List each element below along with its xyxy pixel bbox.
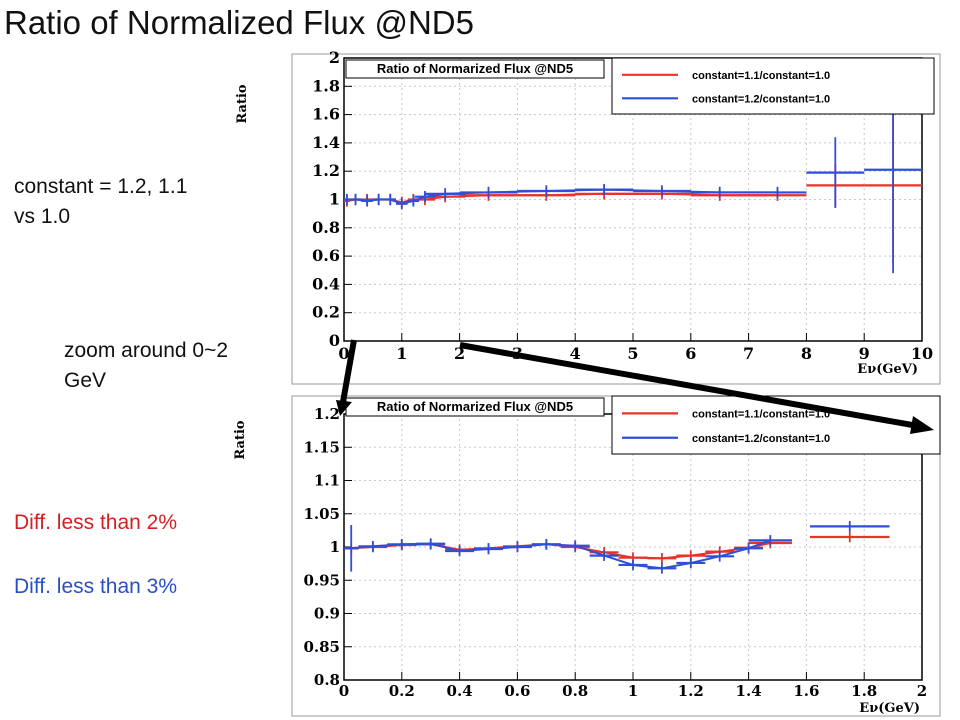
x-tick-label: 5 <box>627 344 638 363</box>
note-constant-line2: vs 1.0 <box>14 205 71 228</box>
series-2 <box>344 521 890 574</box>
zoom-arrow-left <box>340 339 357 403</box>
y-tick-label: 0.95 <box>303 571 340 589</box>
y-tick-label: 0.2 <box>312 303 340 322</box>
y-tick-label: 1.6 <box>312 105 340 124</box>
y-tick-label: 0 <box>329 331 340 350</box>
x-tick-label: 2 <box>917 682 927 700</box>
y-tick-label: 0.9 <box>314 605 340 623</box>
y-tick-label: 1.2 <box>314 405 340 423</box>
note-constant-line1: constant = 1.2, 1.1 <box>14 175 188 198</box>
legend-label: constant=1.1/constant=1.0 <box>692 70 830 82</box>
chart-panel-2: 0 0.2 0.4 0.6 0.8 1 1.2 1.4 1.6 1.8 2 0.8 0.85 0.9 0.9… <box>233 395 941 717</box>
x-tick-label: 2 <box>454 344 465 363</box>
x-tick-label: 1.6 <box>793 682 819 700</box>
x-tick-label: 1 <box>396 344 407 363</box>
slide-title: Ratio of Normalized Flux @ND5 <box>4 4 474 41</box>
legend-box <box>611 395 941 455</box>
y-tick-label: 1.2 <box>312 161 340 180</box>
x-tick-label: 1.2 <box>678 682 704 700</box>
legend-label: constant=1.2/constant=1.0 <box>692 93 830 105</box>
y-tick-label: 1.1 <box>314 472 340 490</box>
y-tick-label: 1.4 <box>312 133 340 152</box>
x-axis-label: Eν(GeV) <box>859 701 920 716</box>
x-tick-label: 0.4 <box>447 682 473 700</box>
x-tick-label: 1.8 <box>851 682 877 700</box>
x-tick-label: 4 <box>570 344 581 363</box>
x-tick-label: 0.8 <box>562 682 588 700</box>
x-tick-label: 0.2 <box>389 682 415 700</box>
y-tick-label: 1 <box>329 190 340 209</box>
x-tick-label: 0 <box>338 344 349 363</box>
x-tick-label: 9 <box>859 344 870 363</box>
chart-panel-1: 01234567891000.20.40.60.811.21.41.61.82R… <box>235 48 941 385</box>
zoom-arrow-left-head <box>336 400 352 416</box>
y-tick-label: 1 <box>330 538 340 556</box>
note-zoom-line2: GeV <box>64 369 107 392</box>
chart-title-box <box>345 59 605 79</box>
series-2 <box>344 66 922 274</box>
x-axis-label: Eν(GeV) <box>857 362 918 377</box>
chart-title: Ratio of Normarized Flux @ND5 <box>377 61 573 76</box>
legend-label: constant=1.1/constant=1.0 <box>692 408 830 420</box>
legend-box <box>611 57 935 115</box>
zoom-arrow-right <box>459 342 919 429</box>
x-tick-label: 0 <box>339 682 349 700</box>
x-tick-label: 8 <box>801 344 812 363</box>
y-tick-label: 1.8 <box>312 76 340 95</box>
y-axis-label: Ratio <box>233 420 248 459</box>
diff-red-note: Diff. less than 2% <box>14 511 178 534</box>
y-tick-label: 0.8 <box>312 218 340 237</box>
x-tick-label: 7 <box>743 344 754 363</box>
y-tick-label: 0.4 <box>312 274 340 293</box>
zoom-arrow-right-head <box>910 416 934 434</box>
x-tick-label: 6 <box>685 344 696 363</box>
x-tick-label: 0.6 <box>504 682 530 700</box>
y-axis-label: Ratio <box>235 84 250 123</box>
y-tick-label: 0.8 <box>314 671 340 689</box>
note-zoom-line1: zoom around 0~2 <box>64 339 229 362</box>
y-tick-label: 1.15 <box>303 438 340 456</box>
y-tick-label: 2 <box>329 48 340 67</box>
y-tick-label: 0.85 <box>303 638 340 656</box>
x-tick-label: 1 <box>628 682 638 700</box>
chart-title: Ratio of Normarized Flux @ND5 <box>377 399 573 414</box>
x-tick-label: 10 <box>911 344 933 363</box>
note-zoom: zoom around 0~2 GeV <box>64 336 228 396</box>
y-tick-label: 0.6 <box>312 246 340 265</box>
legend-label: constant=1.2/constant=1.0 <box>692 433 830 445</box>
note-constant: constant = 1.2, 1.1 vs 1.0 <box>14 172 187 232</box>
y-tick-label: 1.05 <box>303 505 340 523</box>
diff-blue-note: Diff. less than 3% <box>14 575 178 598</box>
x-tick-label: 1.4 <box>736 682 762 700</box>
